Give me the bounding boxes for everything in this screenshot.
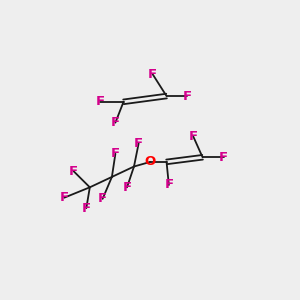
Text: F: F xyxy=(96,95,105,108)
Text: F: F xyxy=(164,178,173,191)
Text: F: F xyxy=(148,68,157,81)
Text: F: F xyxy=(122,181,132,194)
Text: F: F xyxy=(183,90,192,103)
Text: F: F xyxy=(82,202,91,214)
Text: F: F xyxy=(111,116,120,129)
Text: O: O xyxy=(145,155,156,168)
Text: F: F xyxy=(60,191,69,204)
Text: F: F xyxy=(98,192,107,206)
Text: F: F xyxy=(189,130,198,143)
Text: F: F xyxy=(134,137,143,150)
Text: F: F xyxy=(69,165,78,178)
Text: F: F xyxy=(219,151,228,164)
Text: F: F xyxy=(111,147,120,160)
